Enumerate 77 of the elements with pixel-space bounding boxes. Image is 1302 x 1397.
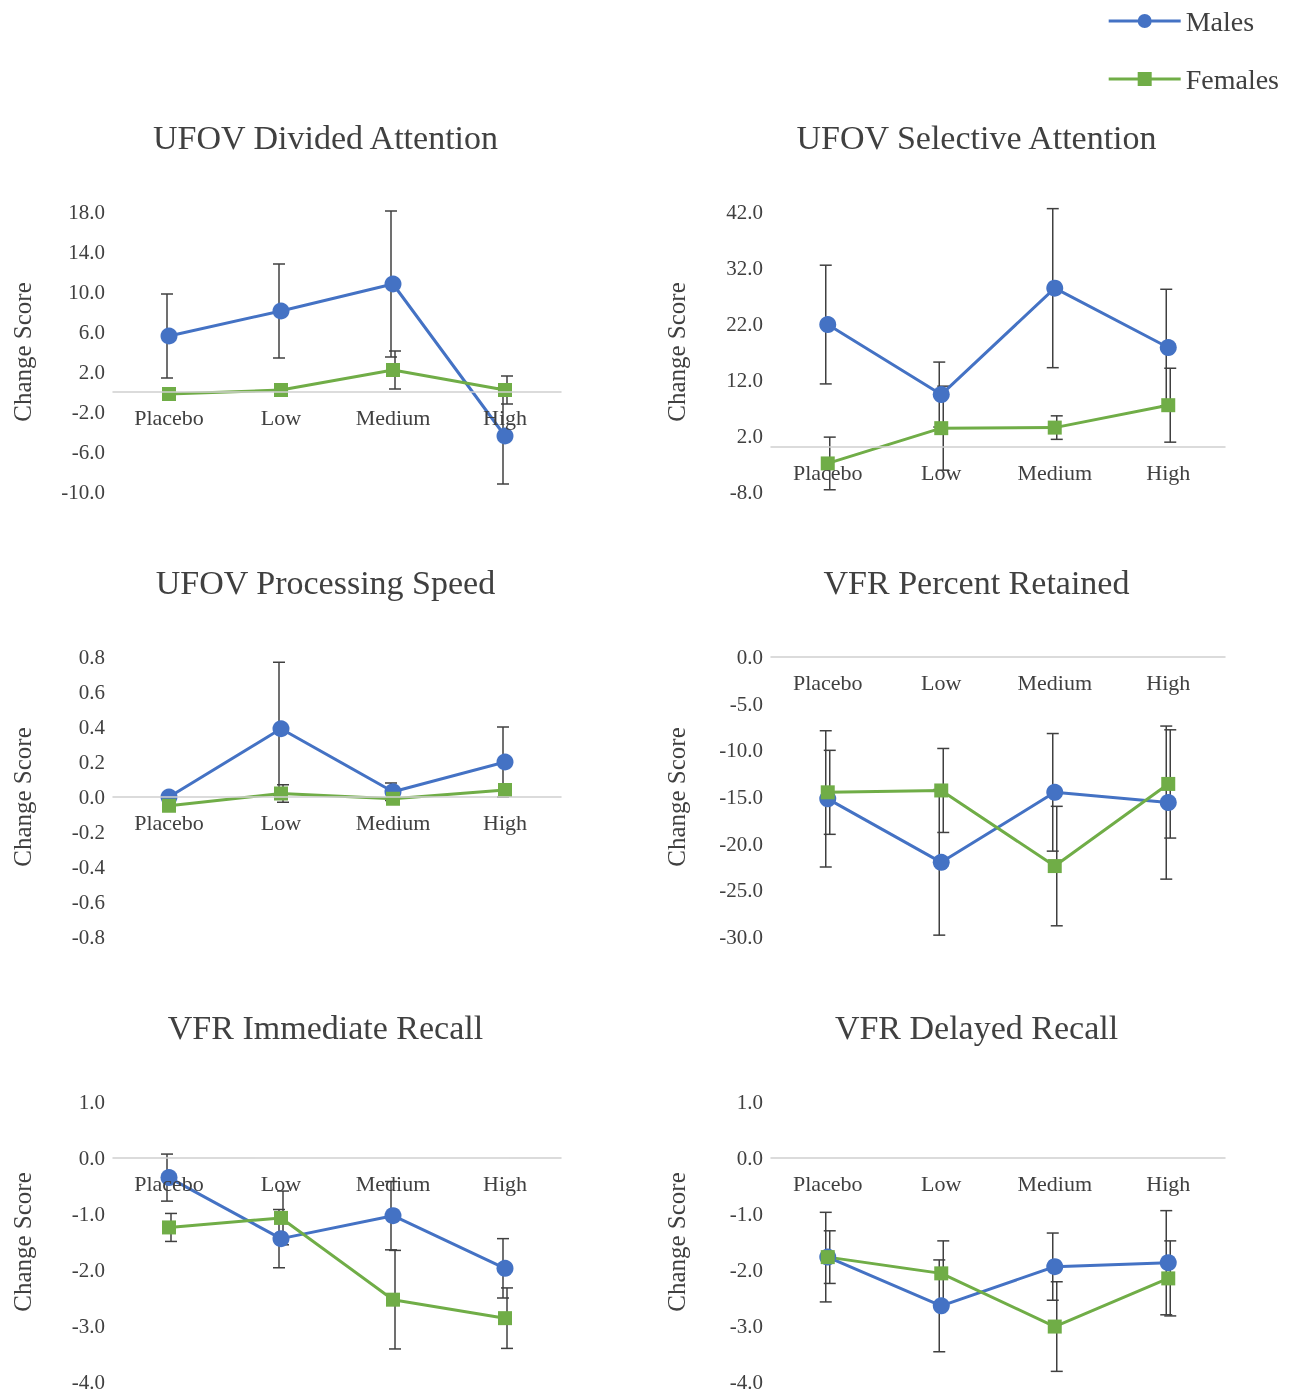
x-tick-label: Placebo bbox=[792, 1170, 863, 1196]
x-tick-label: Low bbox=[921, 459, 962, 485]
chart-title: UFOV Processing Speed bbox=[155, 563, 496, 601]
y-tick-label: -3.0 bbox=[729, 1314, 763, 1338]
y-tick-label: -25.0 bbox=[719, 878, 763, 903]
y-axis-title: Change Score bbox=[663, 282, 690, 422]
y-tick-label: -0.6 bbox=[71, 890, 105, 914]
y-tick-label: 2.0 bbox=[736, 424, 763, 448]
y-tick-label: -20.0 bbox=[719, 831, 763, 856]
y-tick-label: 10.0 bbox=[68, 280, 105, 304]
chart-title: VFR Delayed Recall bbox=[834, 1008, 1119, 1046]
x-tick-label: Low bbox=[260, 1170, 302, 1196]
x-tick-label: Medium bbox=[355, 809, 431, 835]
y-tick-label: 1.0 bbox=[78, 1090, 105, 1114]
y-tick-label: -0.2 bbox=[71, 820, 105, 844]
y-tick-label: -6.0 bbox=[71, 440, 105, 464]
x-tick-label: Medium bbox=[1017, 1170, 1093, 1196]
y-tick-label: -1.0 bbox=[71, 1202, 105, 1226]
legend-label: Males bbox=[1185, 5, 1255, 37]
y-tick-label: 0.0 bbox=[78, 1146, 105, 1170]
y-tick-label: 1.0 bbox=[736, 1090, 763, 1114]
y-tick-label: 0.6 bbox=[78, 680, 105, 704]
x-tick-label: Placebo bbox=[134, 404, 204, 430]
x-tick-label: High bbox=[1146, 459, 1191, 485]
y-tick-label: -1.0 bbox=[729, 1202, 763, 1226]
y-tick-label: -15.0 bbox=[719, 785, 763, 809]
y-tick-label: 0.4 bbox=[78, 715, 106, 739]
y-tick-label: 14.0 bbox=[68, 240, 105, 264]
x-tick-label: Low bbox=[260, 404, 302, 430]
y-tick-label: -0.4 bbox=[71, 855, 106, 879]
x-tick-label: Medium bbox=[1017, 459, 1093, 485]
y-tick-label: 0.0 bbox=[736, 1146, 763, 1170]
x-tick-label: Medium bbox=[355, 1170, 431, 1196]
y-tick-label: -3.0 bbox=[71, 1314, 105, 1338]
y-axis-title: Change Score bbox=[9, 727, 36, 867]
y-tick-label: 42.0 bbox=[726, 200, 763, 224]
y-tick-label: 12.0 bbox=[726, 368, 763, 392]
y-axis-title: Change Score bbox=[663, 1172, 690, 1312]
y-tick-label: 6.0 bbox=[78, 320, 105, 344]
x-tick-label: Placebo bbox=[134, 809, 204, 835]
y-axis-title: Change Score bbox=[9, 282, 36, 422]
y-tick-label: 18.0 bbox=[68, 200, 105, 224]
chart-title: VFR Immediate Recall bbox=[167, 1008, 484, 1046]
x-tick-label: Low bbox=[921, 1170, 962, 1196]
y-tick-label: -8.0 bbox=[729, 480, 763, 504]
y-tick-label: 0.0 bbox=[736, 645, 763, 669]
y-tick-label: -30.0 bbox=[719, 925, 763, 949]
y-tick-label: 22.0 bbox=[726, 312, 763, 336]
y-tick-label: -5.0 bbox=[729, 691, 763, 716]
y-tick-label: 32.0 bbox=[726, 256, 763, 280]
y-tick-label: -0.8 bbox=[71, 925, 105, 949]
y-tick-label: -10.0 bbox=[719, 738, 763, 763]
y-tick-label: 0.0 bbox=[78, 785, 105, 809]
x-tick-label: High bbox=[1146, 1170, 1191, 1196]
x-tick-label: Medium bbox=[1017, 669, 1093, 695]
y-tick-label: 0.2 bbox=[78, 750, 105, 774]
y-tick-label: -2.0 bbox=[71, 1258, 105, 1282]
chart-title: UFOV Divided Attention bbox=[152, 118, 499, 156]
x-tick-label: Medium bbox=[355, 404, 431, 430]
legend-label: Females bbox=[1185, 63, 1279, 95]
x-tick-label: High bbox=[1146, 669, 1191, 695]
x-tick-label: High bbox=[483, 1170, 527, 1196]
y-tick-label: -2.0 bbox=[729, 1258, 763, 1282]
y-tick-label: 2.0 bbox=[78, 360, 105, 384]
chart-title: UFOV Selective Attention bbox=[796, 118, 1157, 156]
y-tick-label: 0.8 bbox=[78, 645, 105, 669]
x-tick-label: Placebo bbox=[792, 669, 863, 695]
y-tick-label: -10.0 bbox=[61, 480, 105, 504]
y-axis-title: Change Score bbox=[9, 1172, 36, 1312]
y-axis-title: Change Score bbox=[663, 727, 690, 867]
y-tick-label: -2.0 bbox=[71, 400, 105, 424]
x-tick-label: High bbox=[483, 809, 527, 835]
y-tick-label: -4.0 bbox=[71, 1370, 105, 1394]
y-tick-label: -4.0 bbox=[729, 1370, 763, 1394]
x-tick-label: Low bbox=[260, 809, 302, 835]
x-tick-label: Low bbox=[921, 669, 962, 695]
chart-title: VFR Percent Retained bbox=[823, 563, 1130, 601]
